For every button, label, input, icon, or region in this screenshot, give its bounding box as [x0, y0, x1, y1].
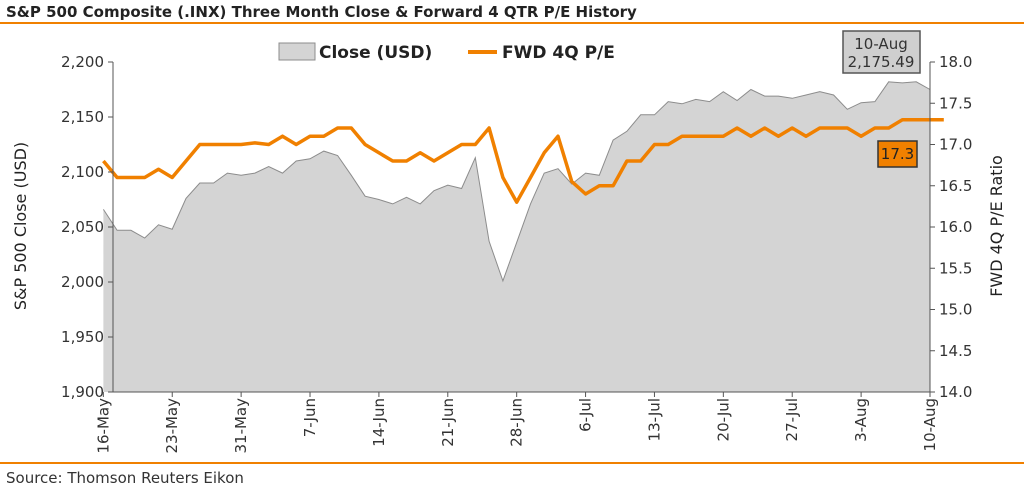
x-tick-label: 20-Jul — [714, 398, 732, 441]
y-tick-label: 2,050 — [61, 218, 104, 236]
close-callout-value: 2,175.49 — [848, 53, 915, 71]
x-tick-label: 7-Jun — [301, 398, 319, 437]
footer-rule — [0, 462, 1024, 464]
pe-callout-box — [877, 140, 918, 168]
x-tick-label: 28-Jun — [508, 398, 526, 447]
close-callout-box — [842, 30, 921, 74]
y-tick-label: 1,900 — [61, 383, 104, 401]
y-tick-label: 2,200 — [61, 53, 104, 71]
y2-axis-title: FWD 4Q P/E Ratio — [987, 155, 1006, 297]
y2-tick-label: 15.5 — [939, 259, 972, 277]
chart-title: S&P 500 Composite (.INX) Three Month Clo… — [6, 3, 637, 21]
y2-tick-label: 16.5 — [939, 177, 972, 195]
pe-callout: 17.3 — [877, 140, 918, 168]
y2-tick-label: 16.0 — [939, 218, 972, 236]
x-tick-label: 3-Aug — [852, 398, 870, 442]
x-tick-label: 27-Jul — [783, 398, 801, 441]
pe-line-layer — [102, 117, 944, 204]
legend-pe-label: FWD 4Q P/E — [502, 43, 615, 63]
y-tick-label: 2,150 — [61, 108, 104, 126]
close-area — [103, 81, 930, 393]
y2-tick-label: 17.5 — [939, 94, 972, 112]
x-tick-label: 13-Jul — [645, 398, 663, 441]
source-note: Source: Thomson Reuters Eikon — [6, 469, 244, 487]
title-rule — [0, 22, 1024, 24]
legend-close-label: Close (USD) — [319, 43, 432, 63]
y-tick-label: 1,950 — [61, 328, 104, 346]
x-tick-label: 6-Jul — [577, 398, 595, 432]
legend: Close (USD) FWD 4Q P/E — [278, 42, 615, 63]
y-tick-label: 2,100 — [61, 163, 104, 181]
pe-line — [102, 117, 944, 204]
axes-layer: 1,9001,9502,0002,0502,1002,1502,20014.01… — [61, 53, 972, 454]
x-tick-label: 21-Jun — [439, 398, 457, 447]
x-tick-label: 16-May — [94, 398, 112, 454]
x-tick-label: 31-May — [232, 398, 250, 454]
x-tick-label: 14-Jun — [370, 398, 388, 447]
pe-callout-value: 17.3 — [881, 145, 914, 163]
y2-tick-label: 18.0 — [939, 53, 972, 71]
y2-tick-label: 14.0 — [939, 383, 972, 401]
close-area-layer — [102, 81, 931, 393]
legend-close-swatch — [278, 42, 316, 61]
close-callout-date: 10-Aug — [854, 35, 907, 53]
x-tick-label: 23-May — [163, 398, 181, 454]
x-tick-label: 10-Aug — [921, 398, 939, 451]
close-area-outline — [102, 81, 931, 283]
y-axis-title: S&P 500 Close (USD) — [11, 142, 30, 310]
y-tick-label: 2,000 — [61, 273, 104, 291]
y2-tick-label: 15.0 — [939, 301, 972, 319]
y2-tick-label: 14.5 — [939, 342, 972, 360]
y2-tick-label: 17.0 — [939, 136, 972, 154]
close-callout: 10-Aug 2,175.49 — [842, 30, 921, 74]
